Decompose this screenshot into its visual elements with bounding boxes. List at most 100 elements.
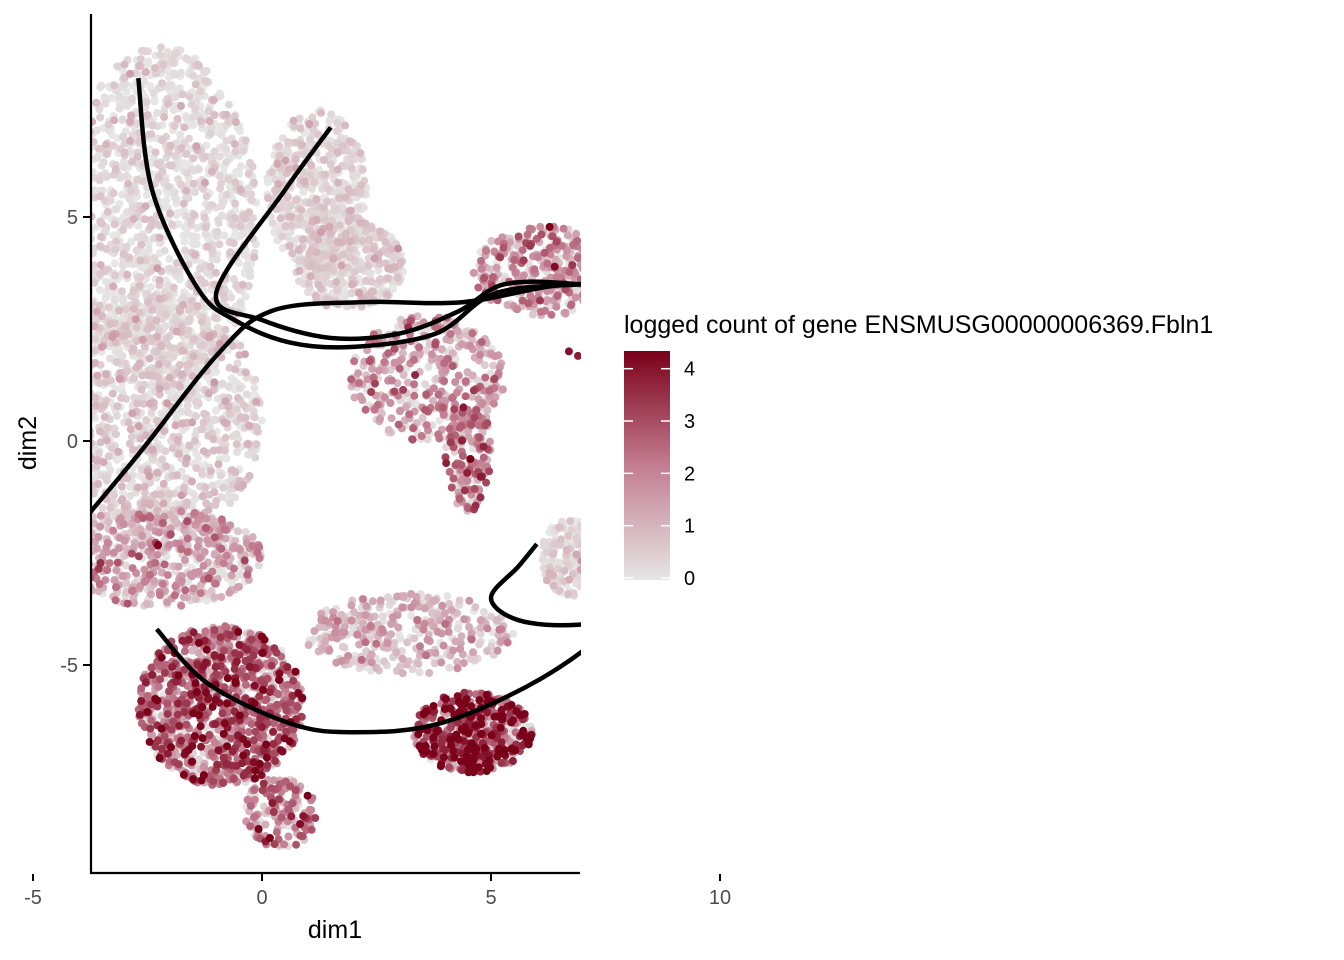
scatter-point [58,436,66,444]
scatter-point [811,349,819,357]
scatter-point [140,47,149,56]
scatter-point [585,539,593,547]
scatter-point [705,565,713,573]
scatter-point [190,188,199,197]
scatter-point [104,517,113,526]
scatter-point [592,242,600,250]
scatter-point [722,608,730,616]
scatter-point [580,278,581,283]
scatter-point [642,240,650,248]
scatter-point [594,255,602,263]
scatter-point [106,354,114,363]
scatter-point [711,536,719,544]
scatter-point [61,373,69,381]
scatter-point [110,259,119,268]
scatter-point [766,406,774,414]
scatter-point [364,261,373,270]
scatter-point [738,395,746,403]
scatter-point [338,141,347,150]
scatter-point [215,152,224,161]
scatter-point [730,589,738,597]
scatter-point [608,346,616,354]
scatter-point [206,262,215,271]
scatter-point [383,291,392,299]
scatter-point [357,181,366,190]
scatter-point [61,482,69,490]
scatter-point [731,362,739,370]
scatter-point [70,394,78,402]
scatter-point [45,423,53,431]
scatter-point [53,455,61,463]
scatter-point [745,387,753,395]
scatter-point [185,92,194,101]
scatter-point [185,360,194,369]
scatter-point [132,323,141,332]
scatter-point [346,253,355,262]
scatter-point [183,401,192,410]
scatter-point [720,510,728,518]
scatter-point [584,557,592,565]
scatter-point [732,376,740,384]
scatter-point [689,270,697,278]
scatter-point [162,196,171,205]
scatter-point [78,182,86,190]
scatter-point [713,571,721,579]
scatter-point [727,461,735,469]
scatter-point [772,399,780,407]
scatter-point [726,372,734,380]
scatter-point [231,147,240,156]
scatter-point [242,390,251,399]
scatter-point [69,330,77,338]
scatter-point [62,346,70,354]
scatter-point [586,565,594,573]
scatter-point [79,195,87,203]
scatter-point [644,238,652,246]
scatter-point [729,351,737,359]
scatter-point [62,469,70,477]
scatter-point [758,406,766,414]
scatter-point [424,363,433,371]
scatter-point [709,569,717,577]
scatter-point [149,89,158,98]
scatter-point [168,220,177,229]
scatter-point [358,237,367,246]
scatter-point [192,110,201,119]
scatter-point [81,379,89,387]
scatter-point [714,593,722,601]
scatter-point [130,393,139,402]
scatter-point [692,559,700,567]
scatter-point [713,495,721,503]
scatter-point [165,490,174,498]
scatter-point [319,203,328,212]
scatter-point [246,159,254,167]
scatter-point [296,124,305,133]
scatter-point [78,281,86,289]
scatter-point [80,451,88,459]
scatter-point [588,562,596,570]
scatter-point [141,215,149,224]
scatter-point [325,237,334,246]
scatter-point [595,301,603,309]
scatter-point [201,483,210,492]
scatter-point [802,397,810,405]
scatter-point [220,231,229,240]
scatter-point [62,553,70,561]
scatter-point [216,471,225,480]
scatter-point [729,385,737,393]
scatter-point [73,574,81,582]
scatter-point [141,392,149,401]
scatter-point [49,389,57,397]
scatter-point [708,585,716,593]
scatter-point [665,341,673,349]
scatter-point [211,268,220,277]
scatter-point [734,480,742,488]
scatter-point [236,222,245,231]
scatter-point [781,368,789,376]
scatter-point [790,387,798,395]
scatter-point [773,401,781,409]
scatter-point [78,333,86,341]
scatter-point [555,558,564,567]
scatter-point [57,362,65,370]
scatter-point [58,413,66,421]
scatter-point [325,116,334,125]
